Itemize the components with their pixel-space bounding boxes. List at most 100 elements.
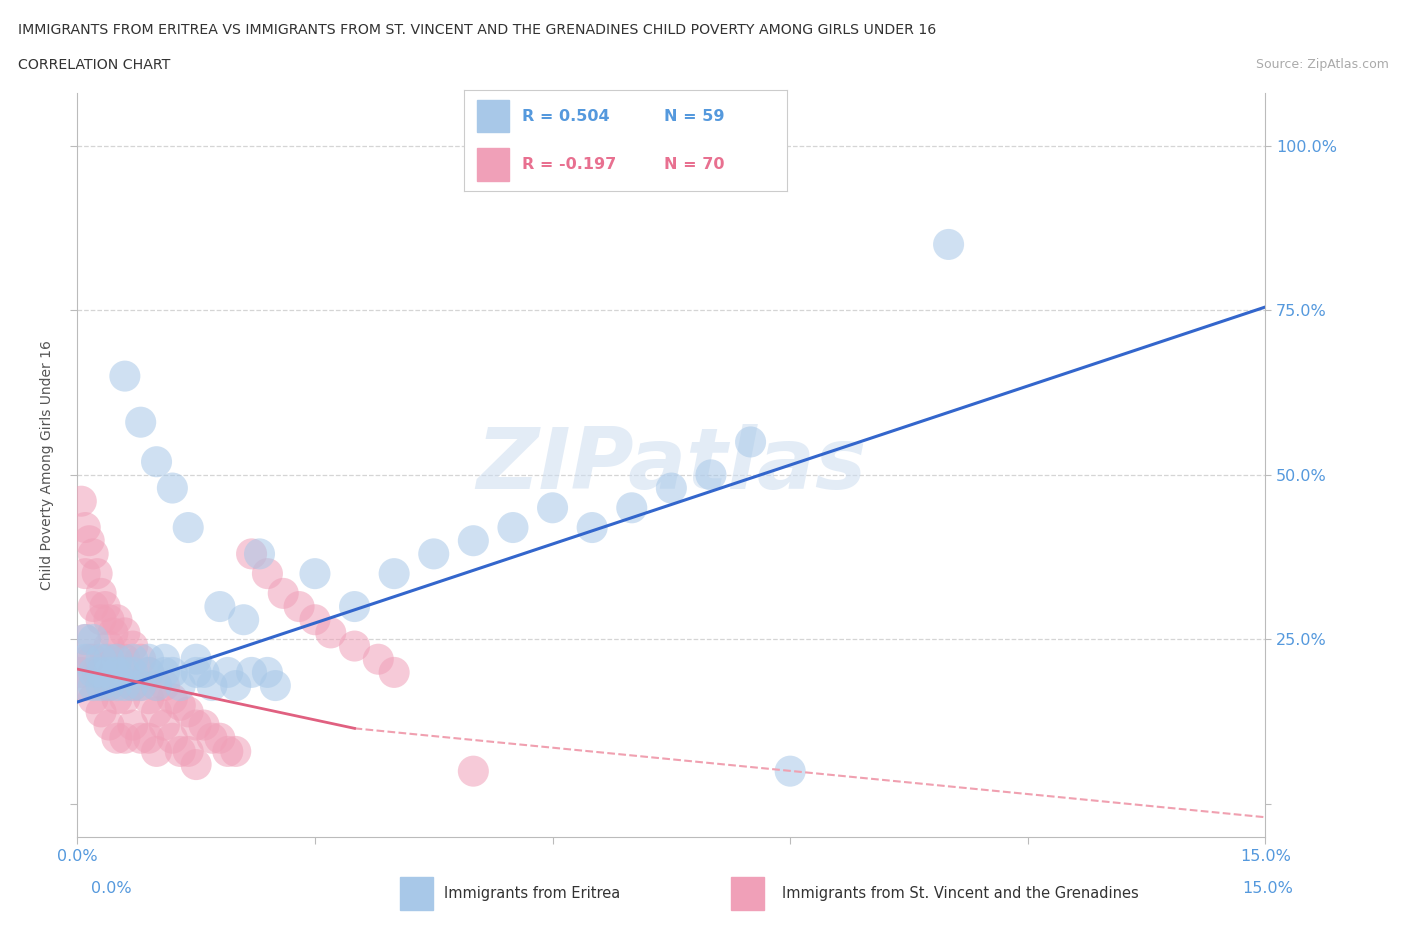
Point	[145, 704, 167, 719]
Point	[98, 652, 121, 667]
Point	[114, 678, 136, 693]
Point	[463, 764, 485, 778]
Point	[129, 652, 152, 667]
Point	[75, 632, 97, 647]
Point	[240, 547, 263, 562]
Point	[661, 481, 683, 496]
Point	[90, 586, 112, 601]
Point	[153, 652, 176, 667]
Point	[98, 665, 121, 680]
Text: IMMIGRANTS FROM ERITREA VS IMMIGRANTS FROM ST. VINCENT AND THE GRENADINES CHILD : IMMIGRANTS FROM ERITREA VS IMMIGRANTS FR…	[18, 23, 936, 37]
Point	[502, 520, 524, 535]
Point	[138, 691, 160, 706]
Text: N = 70: N = 70	[665, 157, 725, 172]
Point	[145, 744, 167, 759]
Point	[121, 678, 143, 693]
Point	[82, 691, 104, 706]
Point	[75, 652, 97, 667]
Point	[186, 665, 208, 680]
Point	[153, 718, 176, 733]
Point	[114, 731, 136, 746]
Point	[82, 652, 104, 667]
Point	[700, 468, 723, 483]
Point	[217, 744, 239, 759]
Text: ZIPatlas: ZIPatlas	[477, 423, 866, 507]
Point	[208, 599, 231, 614]
Point	[288, 599, 311, 614]
Text: CORRELATION CHART: CORRELATION CHART	[18, 58, 170, 72]
Point	[193, 718, 215, 733]
Point	[129, 415, 152, 430]
Point	[225, 678, 247, 693]
Point	[77, 652, 100, 667]
Point	[201, 731, 224, 746]
Point	[70, 494, 93, 509]
Point	[138, 665, 160, 680]
Point	[90, 665, 112, 680]
Text: Immigrants from St. Vincent and the Grenadines: Immigrants from St. Vincent and the Gren…	[782, 885, 1139, 901]
Point	[121, 665, 143, 680]
Point	[114, 368, 136, 383]
Point	[90, 652, 112, 667]
Point	[225, 744, 247, 759]
Point	[90, 678, 112, 693]
Point	[94, 599, 117, 614]
Point	[105, 691, 128, 706]
Bar	[401, 877, 433, 910]
Bar	[477, 149, 509, 180]
Point	[541, 500, 564, 515]
Text: Source: ZipAtlas.com: Source: ZipAtlas.com	[1256, 58, 1389, 71]
Point	[82, 678, 104, 693]
Point	[271, 586, 294, 601]
Text: Immigrants from Eritrea: Immigrants from Eritrea	[444, 885, 620, 901]
Point	[186, 652, 208, 667]
Point	[129, 678, 152, 693]
Point	[98, 639, 121, 654]
Point	[193, 665, 215, 680]
Point	[581, 520, 603, 535]
Text: 0.0%: 0.0%	[91, 881, 132, 896]
Point	[162, 665, 184, 680]
Point	[121, 678, 143, 693]
Point	[129, 678, 152, 693]
Point	[169, 744, 191, 759]
Point	[304, 566, 326, 581]
Point	[145, 678, 167, 693]
Point	[86, 566, 108, 581]
Point	[114, 691, 136, 706]
Point	[138, 652, 160, 667]
Point	[82, 599, 104, 614]
Point	[82, 665, 104, 680]
Point	[90, 665, 112, 680]
Point	[177, 520, 200, 535]
Point	[177, 744, 200, 759]
Point	[382, 665, 405, 680]
Point	[186, 718, 208, 733]
Point	[90, 704, 112, 719]
Point	[129, 731, 152, 746]
Point	[620, 500, 643, 515]
Point	[105, 731, 128, 746]
Point	[249, 547, 271, 562]
Point	[114, 652, 136, 667]
Point	[382, 566, 405, 581]
Point	[86, 665, 108, 680]
Point	[240, 665, 263, 680]
Point	[98, 718, 121, 733]
Point	[304, 612, 326, 627]
Point	[153, 678, 176, 693]
Point	[153, 665, 176, 680]
Point	[169, 678, 191, 693]
Point	[201, 678, 224, 693]
Point	[138, 731, 160, 746]
Point	[94, 652, 117, 667]
Point	[114, 626, 136, 641]
Point	[75, 566, 97, 581]
Text: R = -0.197: R = -0.197	[522, 157, 616, 172]
Point	[70, 665, 93, 680]
Point	[75, 520, 97, 535]
Point	[121, 639, 143, 654]
Point	[186, 757, 208, 772]
Point	[98, 612, 121, 627]
Point	[343, 639, 366, 654]
